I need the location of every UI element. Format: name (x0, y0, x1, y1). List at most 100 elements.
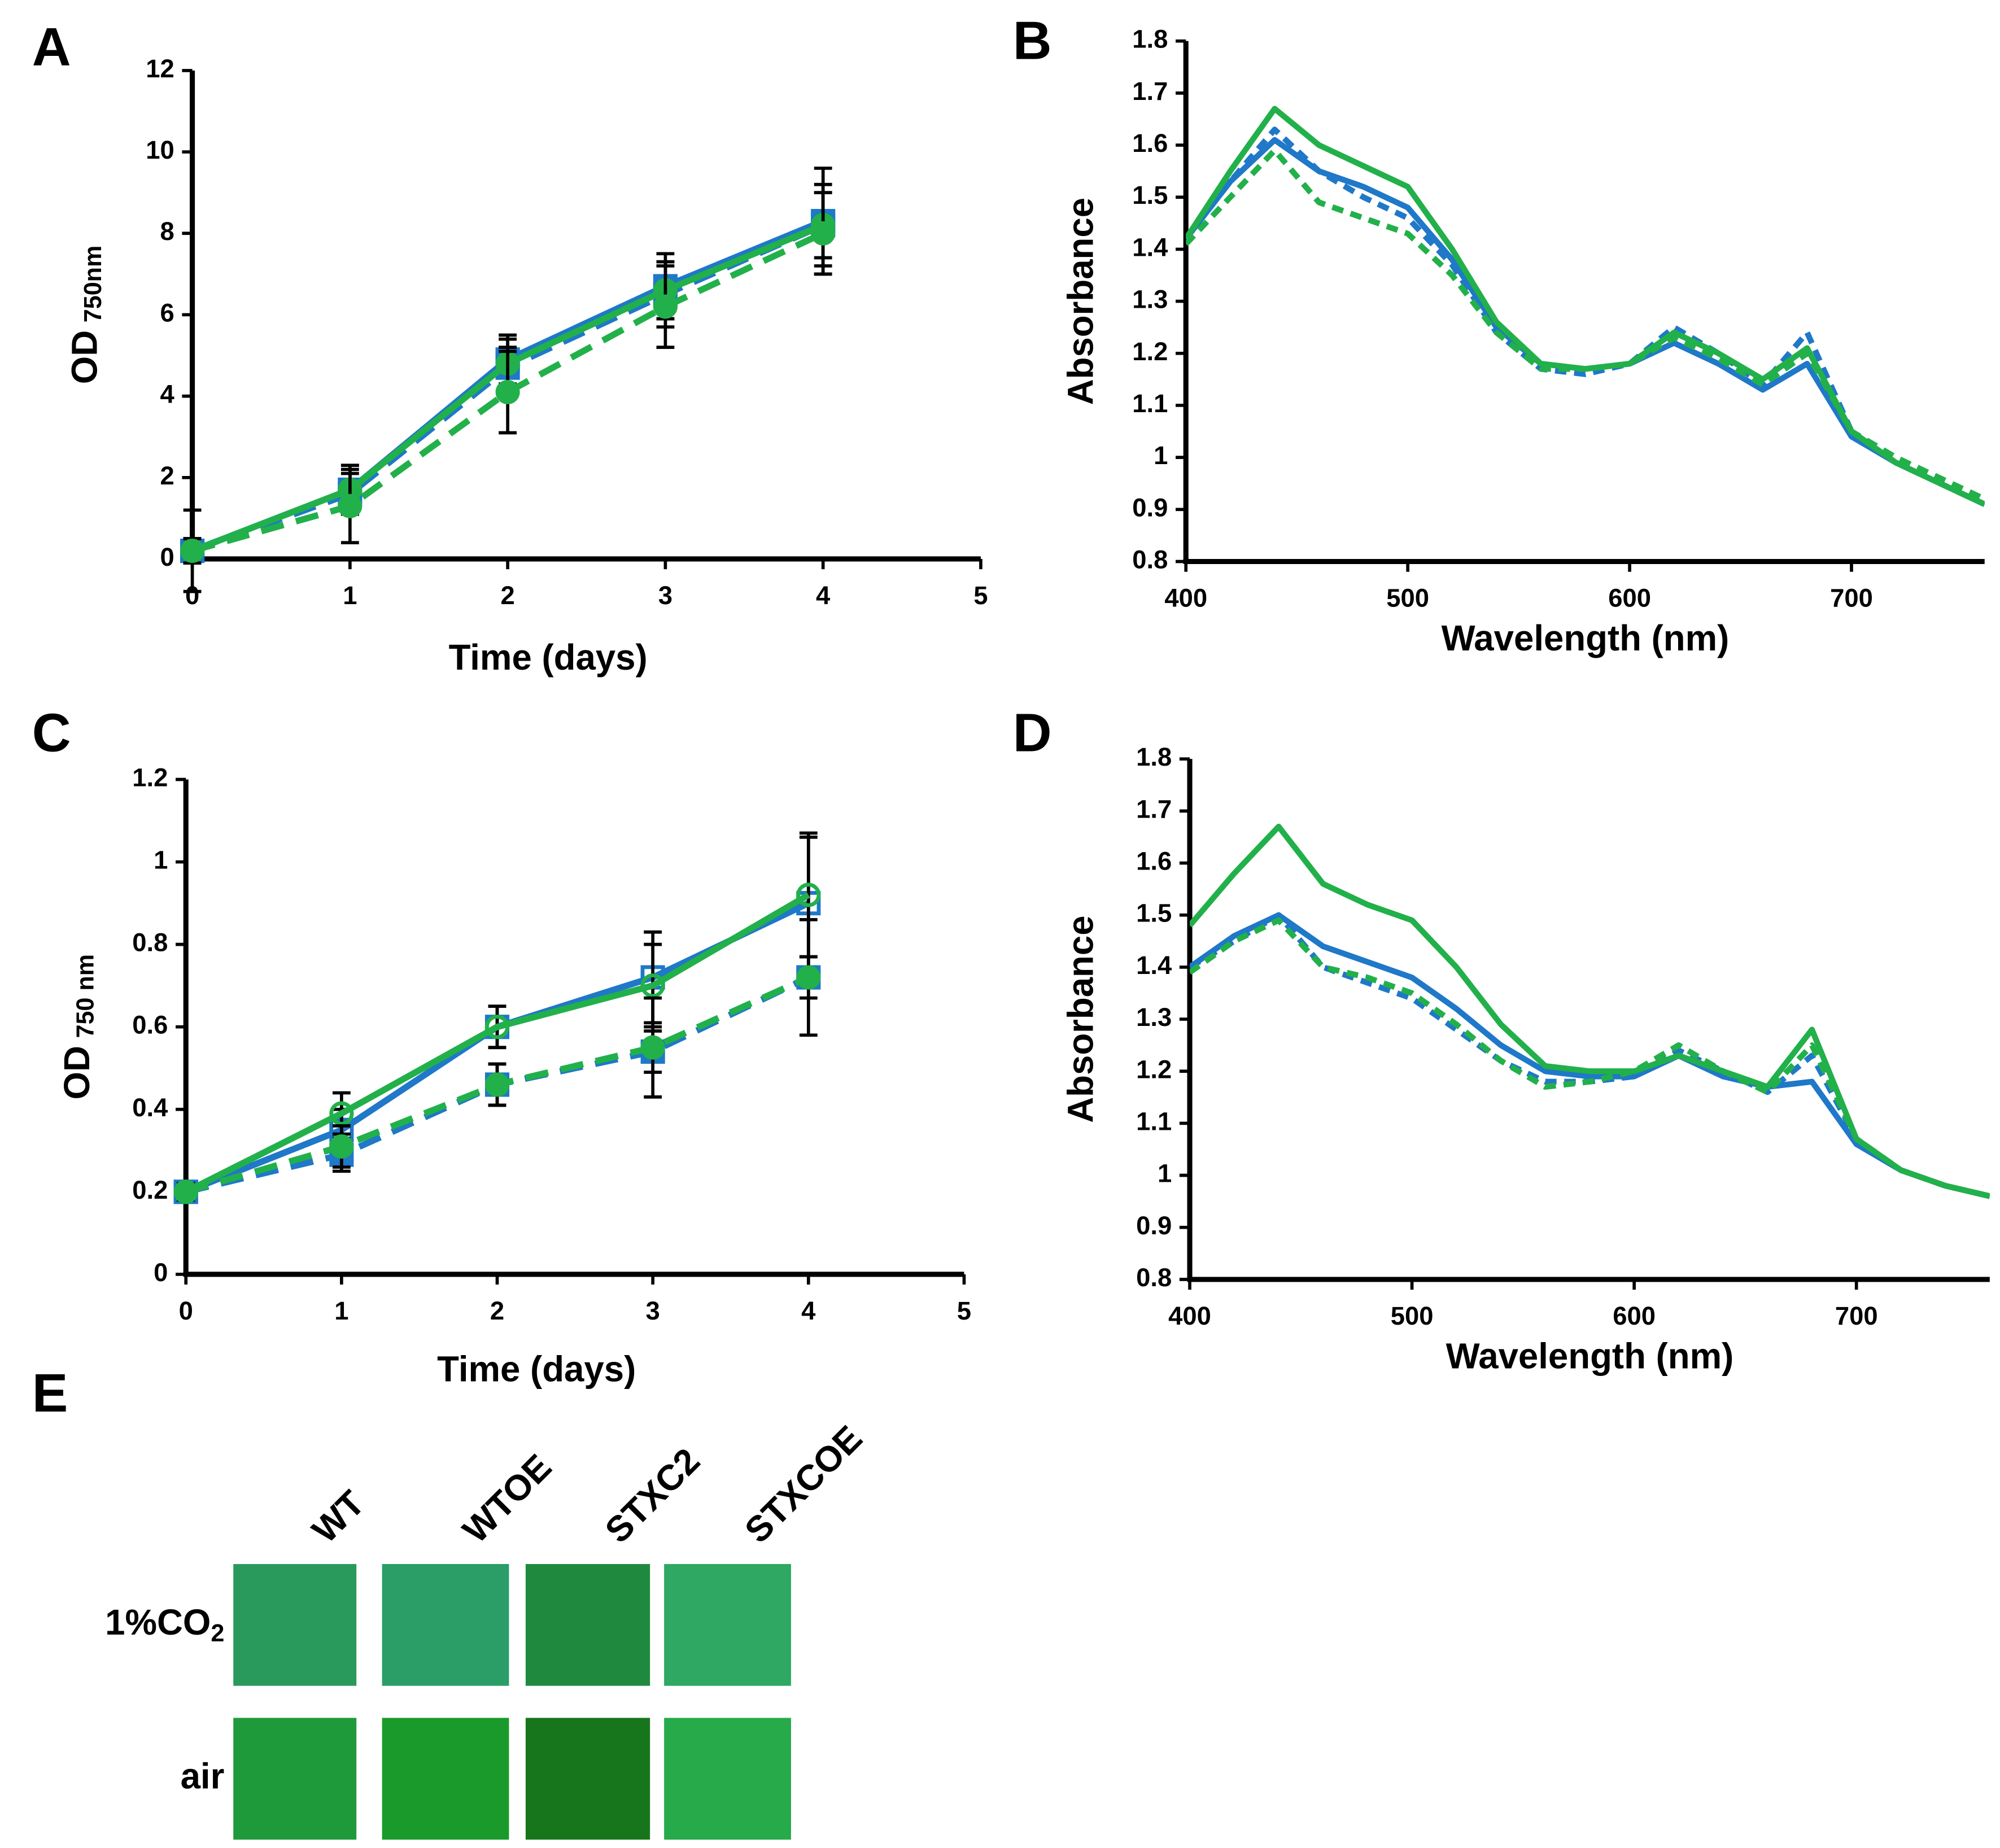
y-tick-label: 8 (160, 217, 174, 246)
series-line (1186, 126, 1985, 507)
row-label-sub: 2 (211, 1620, 224, 1647)
marker (653, 294, 678, 319)
y-tick-label: 1.1 (1136, 1107, 1172, 1135)
y-tick-label: 1.6 (1136, 847, 1172, 876)
y-tick-label: 0.4 (132, 1093, 168, 1122)
x-tick-label: 500 (1391, 1301, 1434, 1330)
marker (180, 538, 205, 563)
x-axis-label: Wavelength (nm) (1446, 1336, 1734, 1377)
panel-label: E (32, 1364, 68, 1423)
x-axis-label: Time (days) (437, 1349, 636, 1389)
x-tick-label: 700 (1835, 1301, 1878, 1330)
y-tick-label: 1.7 (1136, 794, 1172, 823)
column-label: STXC2 (597, 1440, 708, 1550)
x-tick-label: 400 (1168, 1301, 1211, 1330)
y-tick-label: 6 (160, 298, 174, 327)
series-line (1186, 137, 1985, 507)
y-axis-label-main: OD (64, 330, 104, 384)
y-tick-label: 0.9 (1132, 493, 1168, 522)
marker (811, 221, 836, 246)
x-tick-label: 700 (1830, 584, 1873, 613)
y-tick-label: 1 (1158, 1159, 1172, 1188)
y-tick-label: 1.5 (1132, 181, 1168, 209)
series-line (186, 892, 810, 1195)
y-tick-label: 1.8 (1132, 25, 1168, 54)
row-label: air (181, 1756, 225, 1796)
y-tick-label: 1.4 (1136, 951, 1172, 980)
y-tick-label: 1.3 (1136, 1003, 1172, 1032)
y-axis-label-main: Absorbance (1060, 915, 1101, 1122)
series-line (1190, 912, 1990, 1199)
y-tick-label: 4 (160, 380, 175, 409)
x-tick-label: 0 (179, 1296, 193, 1325)
panel-label: C (32, 704, 71, 763)
x-tick-label: 2 (500, 581, 514, 610)
x-tick-label: 1 (334, 1296, 348, 1325)
x-tick-label: 5 (973, 581, 988, 610)
y-tick-label: 1 (154, 846, 168, 875)
marker (796, 883, 821, 907)
series-line (1186, 147, 1985, 502)
culture-swatch (664, 1718, 791, 1840)
y-tick-label: 0.9 (1136, 1211, 1172, 1240)
row-label-main: air (181, 1756, 225, 1796)
culture-swatch (525, 1718, 650, 1840)
culture-swatch (664, 1564, 791, 1686)
x-tick-label: 2 (490, 1296, 504, 1325)
y-tick-label: 1.8 (1136, 742, 1172, 771)
panel-label: B (1013, 11, 1052, 71)
y-tick-label: 12 (146, 54, 174, 83)
y-axis-label: Absorbance (1060, 915, 1101, 1122)
y-tick-label: 0 (154, 1258, 168, 1287)
x-axis-label: Wavelength (nm) (1442, 618, 1730, 658)
series-line (1190, 823, 1990, 1199)
y-axis-label-sub: 750nm (80, 246, 107, 323)
x-axis-label: Time (days) (449, 637, 648, 678)
y-axis-label-main: Absorbance (1060, 198, 1101, 405)
y-tick-label: 10 (146, 136, 174, 164)
marker (329, 1101, 354, 1126)
culture-swatch (525, 1564, 650, 1686)
culture-swatch (233, 1718, 357, 1840)
x-tick-label: 600 (1613, 1301, 1656, 1330)
y-tick-label: 1 (1154, 441, 1168, 470)
y-tick-label: 0.8 (132, 928, 168, 957)
y-axis-label: Absorbance (1060, 198, 1101, 405)
x-tick-label: 4 (816, 581, 831, 610)
x-tick-label: 600 (1608, 584, 1651, 613)
x-tick-label: 4 (801, 1296, 816, 1325)
y-tick-label: 2 (160, 461, 174, 490)
row-label-main: 1%CO (105, 1602, 211, 1642)
y-axis-label: OD 750nm (64, 246, 107, 385)
marker (640, 973, 665, 998)
x-tick-label: 3 (658, 581, 673, 610)
y-tick-label: 1.7 (1132, 77, 1168, 106)
column-label: STXCOE (737, 1418, 870, 1550)
y-tick-label: 0.8 (1136, 1263, 1172, 1292)
y-axis-label: OD 750 nm (57, 954, 99, 1100)
panel-label: D (1013, 704, 1052, 763)
column-label: WTOE (455, 1447, 559, 1550)
marker (329, 1134, 354, 1159)
marker (796, 965, 821, 990)
x-tick-label: 500 (1386, 584, 1429, 613)
y-tick-label: 1.6 (1132, 129, 1168, 158)
x-tick-label: 5 (957, 1296, 971, 1325)
y-tick-label: 1.4 (1132, 233, 1168, 261)
column-label: WT (304, 1483, 372, 1550)
x-tick-label: 1 (343, 581, 357, 610)
culture-swatch (233, 1564, 357, 1686)
series-line (192, 230, 825, 554)
marker (640, 1035, 665, 1060)
culture-swatch (382, 1718, 509, 1840)
y-tick-label: 1.2 (132, 763, 168, 792)
y-axis-label-main: OD (57, 1046, 97, 1099)
culture-swatch (382, 1564, 509, 1686)
marker (484, 1072, 510, 1097)
y-tick-label: 1.2 (1136, 1055, 1172, 1084)
y-tick-label: 0.8 (1132, 545, 1168, 574)
y-tick-label: 1.1 (1132, 389, 1168, 418)
marker (484, 1015, 510, 1039)
y-tick-label: 1.5 (1136, 899, 1172, 928)
